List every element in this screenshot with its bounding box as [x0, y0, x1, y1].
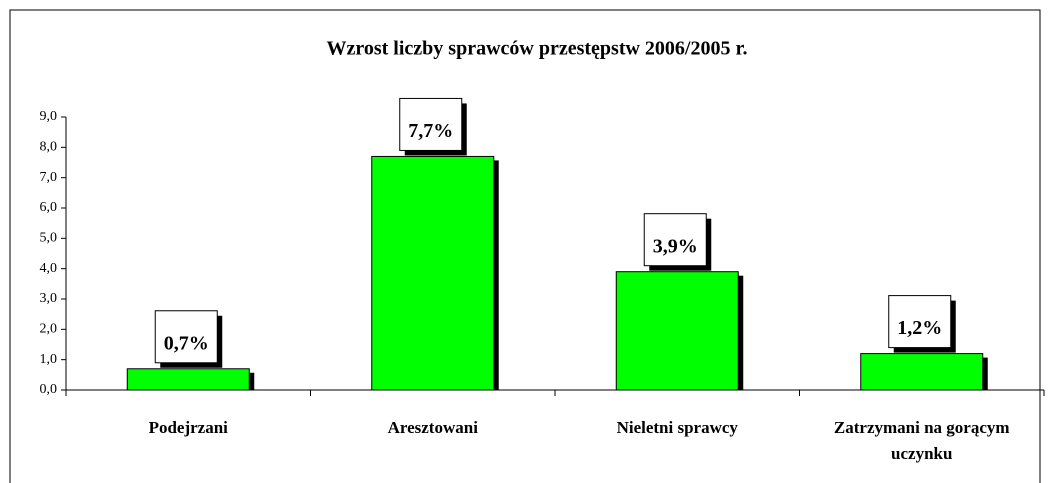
- y-tick-label: 7,0: [40, 170, 58, 185]
- data-label: 3,9%: [653, 235, 698, 257]
- data-label-box: [888, 295, 952, 349]
- x-tick-label: Aresztowani: [387, 418, 478, 437]
- x-tick-label: Nieletni sprawcy: [616, 418, 738, 437]
- y-tick-label: 4,0: [40, 261, 58, 276]
- bar: [860, 353, 984, 391]
- data-label-box: [154, 310, 218, 364]
- chart-frame: [9, 9, 1041, 483]
- y-tick-label: 3,0: [40, 291, 58, 306]
- data-label: 7,7%: [408, 120, 453, 142]
- data-label: 1,2%: [897, 317, 942, 339]
- data-label: 0,7%: [164, 332, 209, 354]
- y-tick-label: 0,0: [40, 382, 58, 397]
- x-tick-label: Podejrzani: [148, 418, 228, 437]
- bar: [126, 368, 250, 391]
- bar: [371, 155, 495, 391]
- chart-title: Wzrost liczby sprawców przestępstw 2006/…: [326, 38, 747, 60]
- data-label-box: [643, 213, 707, 267]
- y-tick-label: 6,0: [40, 200, 58, 215]
- y-tick-label: 1,0: [40, 352, 58, 367]
- y-tick-label: 8,0: [40, 140, 58, 155]
- y-tick-label: 5,0: [40, 231, 58, 246]
- bar: [615, 271, 739, 391]
- data-label-box: [399, 97, 463, 151]
- y-tick-label: 9,0: [40, 109, 58, 124]
- y-tick-label: 2,0: [40, 322, 58, 337]
- x-tick-label: Zatrzymani na gorącym uczynku: [833, 418, 1010, 463]
